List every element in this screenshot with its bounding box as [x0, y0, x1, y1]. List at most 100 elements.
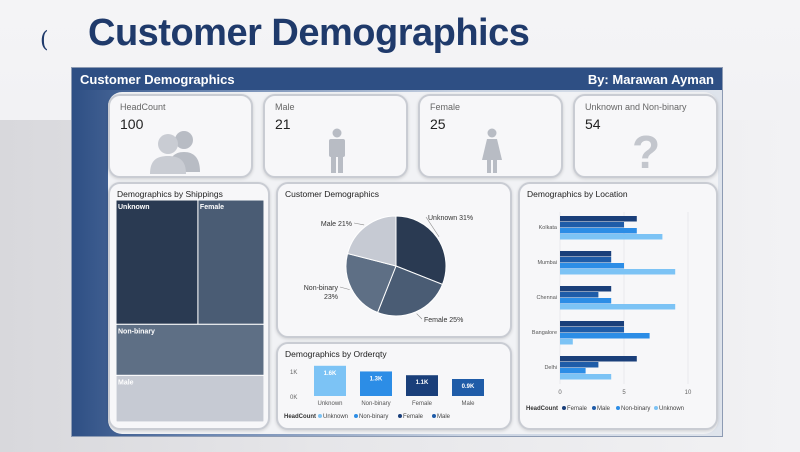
- x-tick-label: 5: [622, 390, 626, 396]
- treemap-chart: Unknown Female Non-binary Male: [116, 200, 264, 422]
- kpi-label: Female: [430, 102, 461, 112]
- panel-shippings[interactable]: Demographics by Shippings Unknown Female N…: [108, 182, 270, 430]
- legend-label: Non-binary: [359, 414, 388, 420]
- panel-location[interactable]: Demographics by Location 0 5 10 Kolkata Mumb…: [518, 182, 718, 430]
- pie-slice[interactable]: [346, 215, 397, 267]
- kpi-card-female[interactable]: Female 25: [418, 94, 563, 178]
- kpi-value: 100: [120, 116, 144, 132]
- location-bar[interactable]: [560, 333, 650, 339]
- legend-label: Unknown: [659, 406, 684, 412]
- location-bar[interactable]: [560, 257, 612, 263]
- location-bar[interactable]: [560, 356, 637, 362]
- kpi-value: 25: [430, 116, 446, 132]
- y-tick-label: Delhi: [544, 365, 557, 371]
- pie-slice[interactable]: [376, 265, 444, 317]
- pie-chart: Unknown 31% Female 25% Non-binary 23% Male 2…: [304, 215, 473, 324]
- bar-value-label: 1.1K: [416, 380, 429, 386]
- location-bar[interactable]: [560, 362, 599, 368]
- legend-swatch: [592, 406, 596, 410]
- legend-swatch: [318, 414, 322, 418]
- location-bar[interactable]: [560, 286, 612, 292]
- x-tick-label: Unknown: [317, 401, 342, 407]
- orderqty-bar[interactable]: [406, 375, 438, 396]
- location-bar[interactable]: [560, 374, 612, 380]
- legend-label: Female: [403, 414, 424, 420]
- orderqty-bar[interactable]: [360, 371, 392, 396]
- slide-decoration-paren: (: [40, 28, 49, 53]
- location-bar[interactable]: [560, 269, 676, 275]
- y-tick-label: Kolkata: [539, 225, 558, 231]
- orderqty-bar[interactable]: [314, 365, 346, 396]
- legend-title: HeadCount: [284, 414, 316, 420]
- bar-value-label: 1.3K: [370, 376, 383, 382]
- legend-label: Male: [437, 414, 451, 420]
- pie-leader-line: [416, 313, 423, 320]
- treemap-tile[interactable]: [116, 200, 199, 325]
- legend-swatch: [654, 406, 658, 410]
- bar-value-label: 1.6K: [324, 371, 337, 377]
- location-bar[interactable]: [560, 304, 676, 310]
- kpi-card-unknown-non-binary[interactable]: Unknown and Non-binary 54 ?: [573, 94, 718, 178]
- orderqty-bar-chart: 1K 0K 1.6K Unknown 1.3K Non-binary 1.1K Female 0…: [284, 365, 484, 420]
- pie-slice-label: Female 25%: [424, 317, 463, 324]
- panel-title-location: Demographics by Location: [527, 189, 628, 199]
- location-bar[interactable]: [560, 222, 624, 228]
- location-bar[interactable]: [560, 339, 573, 345]
- location-bar[interactable]: [560, 292, 599, 298]
- kpi-label: HeadCount: [120, 102, 166, 112]
- x-tick-label: Male: [461, 401, 475, 407]
- kpi-value: 21: [275, 116, 291, 132]
- x-tick-label: 10: [685, 390, 692, 396]
- legend-swatch: [354, 414, 358, 418]
- pie-slice-label: Male 21%: [321, 221, 352, 228]
- kpi-card-male[interactable]: Male 21: [263, 94, 408, 178]
- panel-title-orderqty: Demographics by Orderqty: [285, 349, 387, 359]
- question-mark-icon: ?: [632, 128, 660, 174]
- location-bar[interactable]: [560, 368, 586, 374]
- pie-slice-label: Non-binary: [304, 285, 339, 292]
- location-bar[interactable]: [560, 251, 612, 257]
- pie-slice[interactable]: [395, 215, 447, 286]
- kpi-label: Male: [275, 102, 295, 112]
- location-bar[interactable]: [560, 228, 637, 234]
- y-tick-label: 0K: [290, 395, 297, 401]
- location-bar[interactable]: [560, 321, 624, 327]
- dashboard-canvas: HeadCount 100 Male 21 Female 25: [108, 92, 718, 434]
- location-bar[interactable]: [560, 263, 624, 269]
- legend-label: Male: [597, 406, 611, 412]
- panel-orderqty[interactable]: Demographics by Orderqty 1K 0K 1.6K Unknown…: [276, 342, 512, 430]
- panel-title-pie: Customer Demographics: [285, 189, 380, 199]
- dashboard-frame: Customer Demographics By: Marawan Ayman …: [71, 67, 723, 437]
- y-tick-label: Bangalore: [532, 330, 557, 336]
- treemap-tile[interactable]: [116, 323, 264, 376]
- location-bar[interactable]: [560, 234, 663, 240]
- pie-slice[interactable]: [345, 252, 397, 314]
- legend-label: Non-binary: [621, 406, 650, 412]
- slide-title: Customer Demographics: [88, 12, 530, 54]
- legend-title: HeadCount: [526, 406, 558, 412]
- pie-slice-label: Unknown 31%: [428, 215, 473, 222]
- treemap-tile-label: Male: [118, 379, 134, 386]
- legend-swatch: [432, 414, 436, 418]
- location-bar[interactable]: [560, 216, 637, 222]
- kpi-label: Unknown and Non-binary: [585, 102, 687, 112]
- location-bar[interactable]: [560, 298, 612, 304]
- treemap-tile[interactable]: [197, 200, 264, 325]
- pie-leader-line: [425, 216, 440, 237]
- x-tick-label: Female: [412, 401, 433, 407]
- kpi-card-headcount[interactable]: HeadCount 100: [108, 94, 253, 178]
- treemap-tile[interactable]: [116, 374, 264, 422]
- location-bar-chart: 0 5 10 Kolkata Mumbai Chennai Bangalore Delhi He…: [526, 212, 692, 412]
- legend-label: Female: [567, 406, 588, 412]
- panel-pie[interactable]: Customer Demographics Unknown 31% Female …: [276, 182, 512, 338]
- male-person-icon: [329, 128, 345, 173]
- pie-leader-line: [339, 286, 350, 290]
- female-person-icon: [482, 128, 502, 173]
- dashboard-header-title: Customer Demographics: [80, 71, 235, 87]
- location-bar[interactable]: [560, 327, 624, 333]
- dashboard-author: By: Marawan Ayman: [587, 71, 714, 87]
- treemap-tile-label: Non-binary: [118, 328, 155, 335]
- treemap-tile-label: Female: [200, 204, 224, 211]
- orderqty-bar[interactable]: [452, 379, 484, 396]
- legend-swatch: [616, 406, 620, 410]
